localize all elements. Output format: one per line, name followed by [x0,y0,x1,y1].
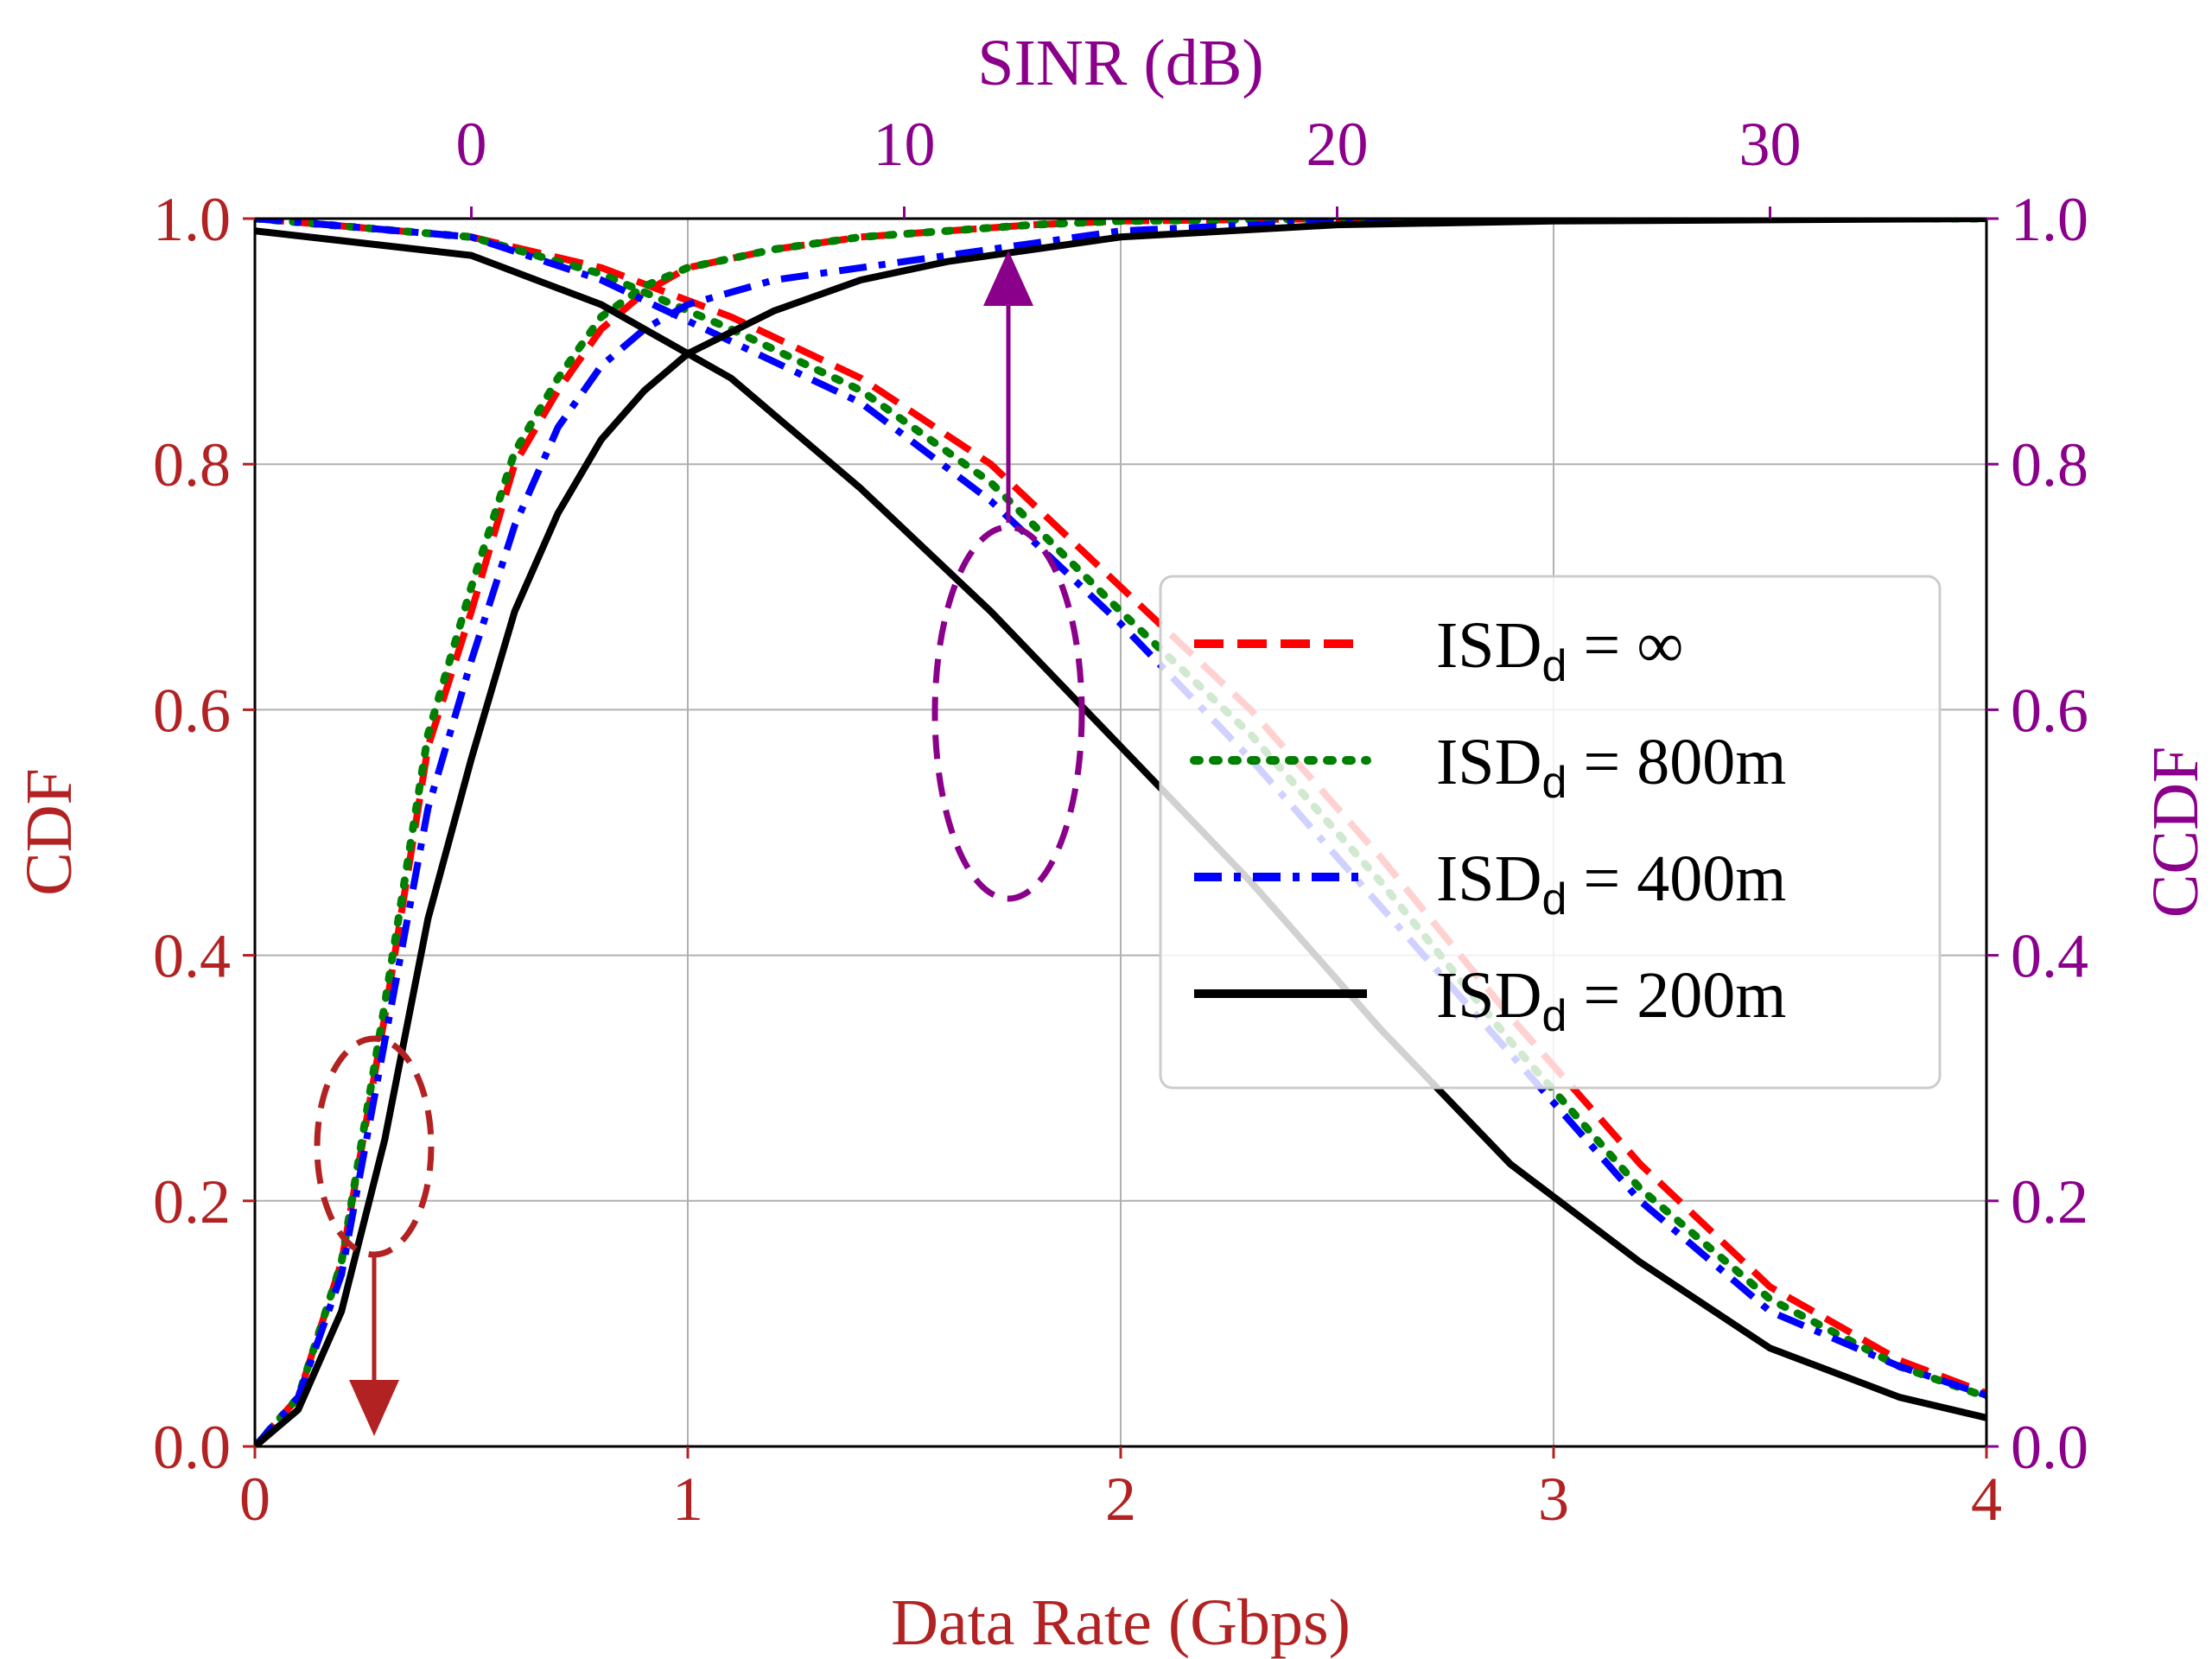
cdf-line [255,219,1986,1446]
legend-label: ISDd = 800m [1436,726,1786,808]
x-top-tick-label: 20 [1306,110,1369,179]
y-left-tick-label: 0.6 [153,676,231,745]
legend-label-subscript: d [1541,641,1567,691]
y-left-tick-label: 0.4 [153,922,231,991]
x-axis-top-label: SINR (dB) [977,27,1263,99]
y-left-tick-label: 0.0 [153,1413,231,1482]
legend-label-main: ISD [1436,959,1541,1032]
x-top-tick-label: 30 [1739,110,1802,179]
legend-label: ISDd = ∞ [1436,609,1683,691]
y-right-tick-label: 0.8 [2011,430,2088,499]
legend-label-main: ISD [1436,842,1541,915]
x-tick-label: 4 [1971,1465,2002,1534]
legend-label-rest: = ∞ [1567,609,1683,682]
legend-label-main: ISD [1436,726,1541,798]
y-axis-left-label: CDF [13,768,86,896]
y-left-tick-label: 1.0 [153,185,231,254]
ccdf-line [255,219,1986,1400]
x-top-tick-label: 0 [456,110,487,179]
x-tick-label: 3 [1538,1465,1569,1534]
legend-label-rest: = 800m [1567,726,1786,798]
legend-box [1159,575,1942,1090]
y-right-tick-label: 0.0 [2011,1413,2088,1482]
legend-label-rest: = 400m [1567,842,1786,915]
legend-label: ISDd = 200m [1436,959,1786,1041]
y-right-tick-label: 0.2 [2011,1167,2088,1236]
x-tick-label: 2 [1105,1465,1136,1534]
y-right-tick-label: 0.6 [2011,676,2088,745]
legend-label-main: ISD [1436,609,1541,682]
x-top-tick-label: 10 [874,110,936,179]
y-right-tick-label: 0.4 [2011,922,2088,991]
legend-label-subscript: d [1541,874,1567,925]
x-axis-label: Data Rate (Gbps) [891,1586,1351,1659]
ticks: 0 1 2 3 4 0 10 20 30 0.0 0.2 0.4 0.6 0.8 1.0 0.0 0.2 0.4 0… [153,110,2088,1534]
y-left-tick-label: 0.8 [153,430,231,499]
legend-label: ISDd = 400m [1436,842,1786,925]
annotation-ellipse-ccdf [931,524,1085,902]
legend-label-subscript: d [1541,758,1567,808]
legend-label-rest: = 200m [1567,959,1786,1032]
x-tick-label: 0 [239,1465,270,1534]
annotation-arrowhead-cdf [349,1380,399,1436]
y-left-tick-label: 0.2 [153,1167,231,1236]
x-tick-label: 1 [672,1465,703,1534]
y-right-tick-label: 1.0 [2011,185,2088,254]
legend-label-subscript: d [1541,991,1567,1041]
annotation-arrowhead-ccdf [983,251,1033,306]
annotations [314,251,1085,1436]
cdf-line [255,219,1986,1446]
cdf-line [255,219,1986,1446]
y-axis-right-label: CCDF [2139,747,2212,918]
